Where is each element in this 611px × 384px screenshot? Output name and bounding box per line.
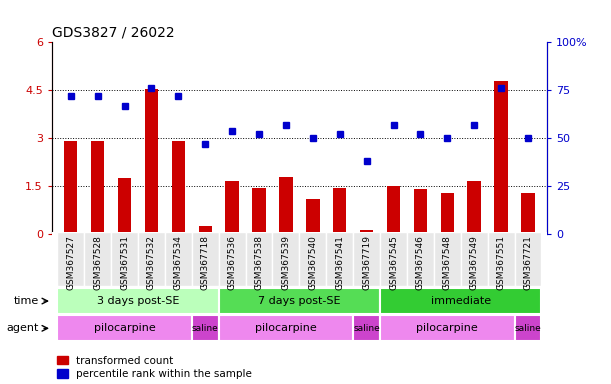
- Bar: [219, 315, 353, 341]
- Bar: [467, 182, 481, 234]
- Text: GSM367721: GSM367721: [524, 235, 533, 290]
- Bar: [434, 232, 461, 286]
- Text: GSM367532: GSM367532: [147, 238, 156, 293]
- Bar: [273, 232, 299, 286]
- Text: GSM367719: GSM367719: [362, 238, 371, 293]
- Text: GSM367534: GSM367534: [174, 235, 183, 290]
- Bar: [380, 288, 541, 314]
- Text: GSM367718: GSM367718: [201, 238, 210, 293]
- Bar: [407, 232, 434, 286]
- Text: GSM367546: GSM367546: [416, 238, 425, 293]
- Bar: [306, 199, 320, 234]
- Text: GSM367528: GSM367528: [93, 238, 102, 293]
- Bar: [360, 230, 373, 234]
- Text: GSM367541: GSM367541: [335, 238, 344, 293]
- Bar: [380, 232, 407, 286]
- Bar: [353, 315, 380, 341]
- Bar: [84, 232, 111, 286]
- Bar: [57, 315, 192, 341]
- Bar: [219, 288, 380, 314]
- Bar: [494, 81, 508, 234]
- Text: GSM367551: GSM367551: [497, 238, 506, 293]
- Bar: [279, 177, 293, 234]
- Text: pilocarpine: pilocarpine: [417, 323, 478, 333]
- Bar: [172, 141, 185, 234]
- Text: GSM367548: GSM367548: [443, 235, 452, 290]
- Text: 7 days post-SE: 7 days post-SE: [258, 296, 341, 306]
- Bar: [118, 178, 131, 234]
- Text: GSM367527: GSM367527: [66, 235, 75, 290]
- Text: GSM367536: GSM367536: [228, 235, 236, 290]
- Bar: [326, 232, 353, 286]
- Text: pilocarpine: pilocarpine: [255, 323, 317, 333]
- Text: GSM367527: GSM367527: [66, 238, 75, 293]
- Text: GSM367549: GSM367549: [470, 238, 479, 293]
- Bar: [514, 232, 541, 286]
- Bar: [91, 141, 104, 234]
- Text: agent: agent: [6, 323, 38, 333]
- Bar: [111, 232, 138, 286]
- Text: GSM367545: GSM367545: [389, 235, 398, 290]
- Text: saline: saline: [514, 324, 541, 333]
- Bar: [246, 232, 273, 286]
- Text: GSM367540: GSM367540: [309, 238, 317, 293]
- Text: GSM367551: GSM367551: [497, 235, 506, 290]
- Bar: [353, 232, 380, 286]
- Text: GSM367549: GSM367549: [470, 235, 479, 290]
- Text: GSM367528: GSM367528: [93, 235, 102, 290]
- Bar: [521, 193, 535, 234]
- Text: GSM367531: GSM367531: [120, 238, 129, 293]
- Text: GSM367546: GSM367546: [416, 235, 425, 290]
- Text: 3 days post-SE: 3 days post-SE: [97, 296, 179, 306]
- Bar: [514, 315, 541, 341]
- Bar: [414, 189, 427, 234]
- Text: GSM367538: GSM367538: [255, 235, 263, 290]
- Bar: [192, 232, 219, 286]
- Bar: [299, 232, 326, 286]
- Bar: [64, 141, 78, 234]
- Bar: [441, 193, 454, 234]
- Text: GSM367539: GSM367539: [282, 238, 290, 293]
- Bar: [252, 188, 266, 234]
- Bar: [219, 232, 246, 286]
- Text: GSM367534: GSM367534: [174, 238, 183, 293]
- Text: GSM367540: GSM367540: [309, 235, 317, 290]
- Bar: [57, 288, 219, 314]
- Bar: [145, 89, 158, 234]
- Text: GSM367545: GSM367545: [389, 238, 398, 293]
- Bar: [225, 182, 239, 234]
- Bar: [333, 188, 346, 234]
- Bar: [192, 315, 219, 341]
- Text: GDS3827 / 26022: GDS3827 / 26022: [52, 26, 175, 40]
- Legend: transformed count, percentile rank within the sample: transformed count, percentile rank withi…: [57, 356, 252, 379]
- Bar: [199, 226, 212, 234]
- Text: saline: saline: [192, 324, 219, 333]
- Text: saline: saline: [353, 324, 380, 333]
- Text: GSM367539: GSM367539: [282, 235, 290, 290]
- Bar: [165, 232, 192, 286]
- Bar: [488, 232, 514, 286]
- Text: GSM367541: GSM367541: [335, 235, 344, 290]
- Text: immediate: immediate: [431, 296, 491, 306]
- Text: pilocarpine: pilocarpine: [93, 323, 155, 333]
- Text: GSM367532: GSM367532: [147, 235, 156, 290]
- Text: GSM367719: GSM367719: [362, 235, 371, 290]
- Text: GSM367536: GSM367536: [228, 238, 236, 293]
- Text: GSM367538: GSM367538: [255, 238, 263, 293]
- Text: GSM367531: GSM367531: [120, 235, 129, 290]
- Bar: [387, 186, 400, 234]
- Bar: [138, 232, 165, 286]
- Text: time: time: [13, 296, 38, 306]
- Text: GSM367721: GSM367721: [524, 238, 533, 293]
- Bar: [380, 315, 514, 341]
- Text: GSM367718: GSM367718: [201, 235, 210, 290]
- Bar: [57, 232, 84, 286]
- Text: GSM367548: GSM367548: [443, 238, 452, 293]
- Bar: [461, 232, 488, 286]
